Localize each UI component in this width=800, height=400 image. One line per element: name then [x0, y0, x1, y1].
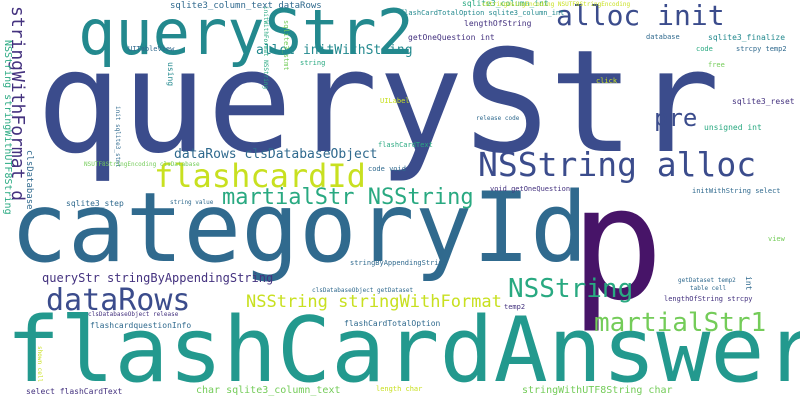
word: sqlite3_reset [732, 97, 795, 106]
word: martialStr1 [594, 308, 767, 338]
word: flashCardTotalOption sqlite3_column_int [400, 9, 565, 17]
word: flashCardTotalOption [344, 319, 441, 328]
word: code void [368, 165, 406, 173]
word: stringWithUTF8String char [522, 385, 673, 396]
word: shown cell [36, 346, 43, 383]
word: database [646, 33, 680, 41]
word: sqlite3_stmt [282, 20, 290, 71]
word: flashcardId [154, 157, 366, 195]
word: clsDatabaseObject release [88, 311, 179, 318]
word: pre [654, 104, 698, 132]
word: dataRows [46, 283, 191, 318]
word: lengthOfString [464, 19, 532, 28]
word: NSString stringWithFormat [246, 292, 502, 312]
word: NSString alloc [478, 145, 757, 184]
word: release code [476, 115, 520, 122]
word: alloc init [556, 0, 725, 32]
word: cStringUsingEncoding NSUTF8StringEncodin… [482, 1, 631, 8]
word: flashcardquestionInfo [90, 321, 192, 330]
word: UILabel [380, 97, 410, 105]
word: flashCardText [378, 141, 433, 149]
word: sqlite3_column_int [462, 0, 549, 8]
word: sqlite3_finalize [708, 33, 786, 42]
word: using [166, 62, 175, 87]
word: click [596, 77, 618, 85]
word: unsigned int [704, 123, 762, 132]
word: clsDatabase [24, 150, 34, 210]
word: string [300, 59, 326, 67]
word: UITableView [128, 45, 175, 53]
word: stringWithFormat d [7, 6, 28, 202]
word: dataRows clsDatabaseObject [174, 147, 378, 162]
word: select flashCardText [26, 387, 123, 396]
word: void getOneQuestion [490, 185, 571, 193]
word: martialStr NSString [222, 185, 474, 210]
word: code [696, 45, 713, 53]
word: strcpy temp2 [736, 45, 787, 53]
word: string value [170, 199, 214, 206]
word: initWithFormat NSString [262, 6, 269, 90]
word: lengthOfString strcpy [664, 295, 753, 303]
word: table cell [690, 285, 727, 292]
word: queryStr stringByAppendingString [42, 271, 274, 285]
word: categoryId [10, 172, 588, 284]
word: clsDatabaseObject getDataset [312, 287, 414, 294]
word: getDataset temp2 [678, 277, 736, 284]
word: getOneQuestion int [408, 33, 495, 42]
word: flashCardAnswer [6, 298, 800, 400]
word: NSString stringWithUTF8String [2, 40, 13, 215]
word: NSUTF8StringEncoding clsDatabase [84, 161, 200, 168]
word: queryStr2 [78, 0, 414, 69]
word: NSString [508, 274, 634, 304]
word: stringByAppendingString [350, 259, 447, 267]
word: alloc initWithString [256, 43, 413, 58]
word: temp2 [504, 303, 526, 311]
word: queryStr [36, 20, 720, 185]
word: initWithString select [692, 187, 781, 195]
word: init sqlite3_stmt [114, 106, 121, 168]
word: sqlite3_step [66, 199, 124, 208]
word: view [768, 235, 785, 243]
word: char sqlite3_column_text [196, 385, 341, 396]
word: sqlite3_column_text dataRows [170, 1, 322, 11]
word: length char [376, 385, 423, 393]
word: int [744, 276, 753, 291]
word: p [570, 153, 664, 335]
word: free [708, 61, 725, 69]
